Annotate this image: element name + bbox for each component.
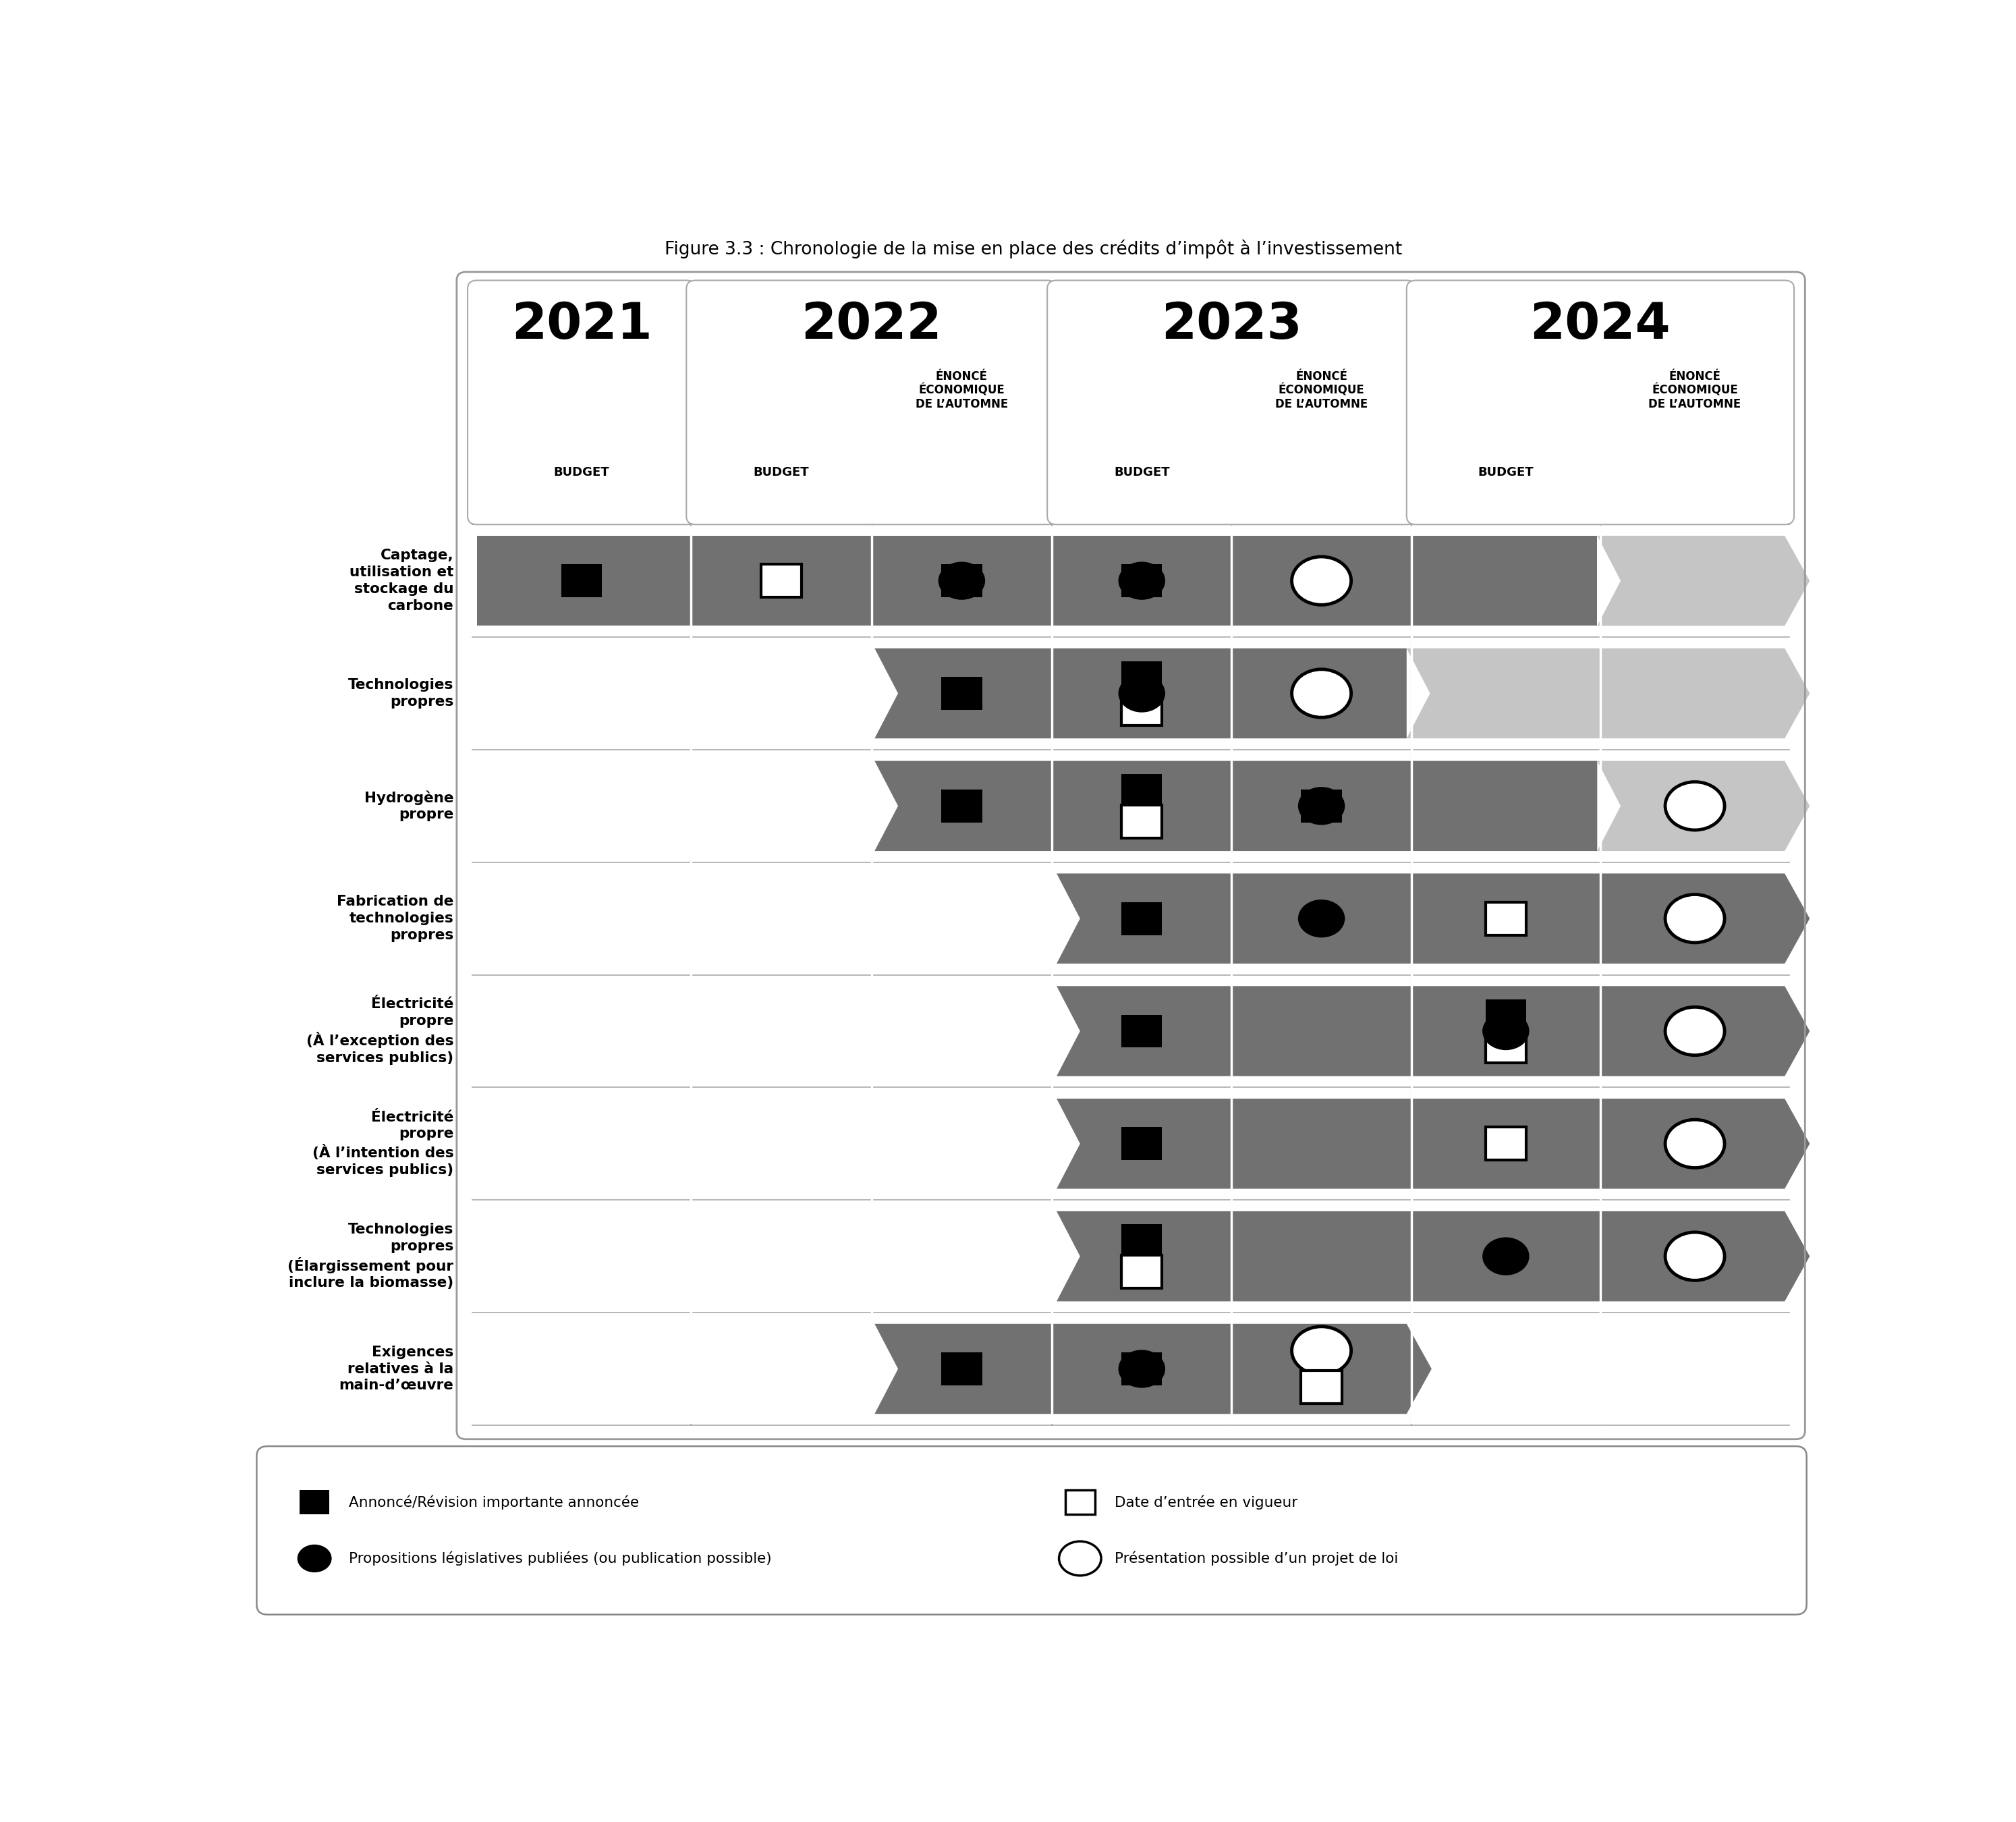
Ellipse shape	[1665, 1232, 1724, 1281]
Ellipse shape	[1298, 900, 1345, 938]
Ellipse shape	[1292, 558, 1351, 605]
Polygon shape	[478, 536, 1597, 625]
FancyBboxPatch shape	[1046, 281, 1415, 525]
Ellipse shape	[1665, 1119, 1724, 1168]
Ellipse shape	[1665, 1008, 1724, 1055]
Ellipse shape	[1298, 787, 1345, 825]
Text: Présentation possible d’un projet de loi: Présentation possible d’un projet de loi	[1115, 1551, 1397, 1565]
Text: Électricité
propre
(À l’intention des
services publics): Électricité propre (À l’intention des se…	[312, 1111, 454, 1177]
Ellipse shape	[1119, 674, 1165, 712]
FancyBboxPatch shape	[468, 281, 696, 525]
Bar	[760, 565, 802, 598]
Polygon shape	[1056, 986, 1810, 1077]
Polygon shape	[1597, 536, 1810, 625]
Text: 2023: 2023	[1161, 301, 1302, 350]
Polygon shape	[1407, 649, 1810, 738]
Polygon shape	[1056, 873, 1810, 964]
Polygon shape	[1597, 762, 1810, 851]
Ellipse shape	[1058, 1541, 1101, 1576]
Bar	[300, 1490, 329, 1514]
Bar	[1300, 1370, 1343, 1403]
Ellipse shape	[296, 1545, 333, 1572]
Bar	[941, 565, 982, 598]
Ellipse shape	[1119, 561, 1165, 599]
Text: Date d’entrée en vigueur: Date d’entrée en vigueur	[1115, 1496, 1298, 1510]
Text: ÉNONCÉ
ÉCONOMIQUE
DE L’AUTOMNE: ÉNONCÉ ÉCONOMIQUE DE L’AUTOMNE	[915, 370, 1008, 410]
Text: BUDGET: BUDGET	[1115, 466, 1169, 477]
Bar	[1121, 1015, 1161, 1048]
FancyBboxPatch shape	[256, 1447, 1806, 1614]
Bar	[1064, 1490, 1095, 1514]
Bar	[560, 565, 603, 598]
Text: Hydrogène
propre: Hydrogène propre	[365, 791, 454, 822]
Ellipse shape	[1292, 1326, 1351, 1376]
Polygon shape	[875, 762, 1597, 851]
Text: Figure 3.3 : Chronologie de la mise en place des crédits d’impôt à l’investissem: Figure 3.3 : Chronologie de la mise en p…	[665, 241, 1401, 259]
Bar	[1121, 1352, 1161, 1385]
Text: Annoncé/Révision importante annoncée: Annoncé/Révision importante annoncée	[349, 1496, 639, 1510]
Text: 2022: 2022	[800, 301, 941, 350]
Ellipse shape	[937, 561, 986, 599]
Ellipse shape	[1119, 1350, 1165, 1388]
Ellipse shape	[1482, 1011, 1530, 1049]
Bar	[1121, 1224, 1161, 1257]
Text: BUDGET: BUDGET	[554, 466, 609, 477]
Bar	[1486, 902, 1526, 935]
Ellipse shape	[1482, 1237, 1530, 1275]
Bar	[1121, 1255, 1161, 1288]
Bar	[1486, 1029, 1526, 1062]
Text: Technologies
propres: Technologies propres	[349, 678, 454, 709]
Bar	[1300, 789, 1343, 822]
Bar	[1486, 1128, 1526, 1161]
Ellipse shape	[1665, 782, 1724, 831]
Bar	[1486, 998, 1526, 1033]
Text: 2021: 2021	[512, 301, 651, 350]
Bar	[941, 1352, 982, 1385]
Text: Fabrication de
technologies
propres: Fabrication de technologies propres	[337, 895, 454, 942]
Text: Captage,
utilisation et
stockage du
carbone: Captage, utilisation et stockage du carb…	[349, 548, 454, 612]
Bar	[1121, 661, 1161, 694]
Text: Technologies
propres
(Élargissement pour
inclure la biomasse): Technologies propres (Élargissement pour…	[288, 1223, 454, 1290]
FancyBboxPatch shape	[685, 281, 1056, 525]
Text: BUDGET: BUDGET	[754, 466, 808, 477]
FancyBboxPatch shape	[1407, 281, 1794, 525]
Polygon shape	[875, 1325, 1431, 1414]
Bar	[1121, 1128, 1161, 1161]
Bar	[941, 789, 982, 822]
Polygon shape	[1056, 1212, 1810, 1301]
Text: ÉNONCÉ
ÉCONOMIQUE
DE L’AUTOMNE: ÉNONCÉ ÉCONOMIQUE DE L’AUTOMNE	[1649, 370, 1742, 410]
Text: Propositions législatives publiées (ou publication possible): Propositions législatives publiées (ou p…	[349, 1551, 772, 1565]
Bar	[1121, 805, 1161, 838]
Bar	[1121, 565, 1161, 598]
Bar	[1121, 902, 1161, 935]
Bar	[941, 678, 982, 711]
Bar	[1121, 774, 1161, 807]
Text: Exigences
relatives à la
main-d’œuvre: Exigences relatives à la main-d’œuvre	[339, 1345, 454, 1392]
Ellipse shape	[1665, 895, 1724, 942]
Polygon shape	[1056, 1099, 1810, 1188]
Bar	[1121, 692, 1161, 725]
Text: BUDGET: BUDGET	[1478, 466, 1534, 477]
Text: ÉNONCÉ
ÉCONOMIQUE
DE L’AUTOMNE: ÉNONCÉ ÉCONOMIQUE DE L’AUTOMNE	[1276, 370, 1367, 410]
Text: Électricité
propre
(À l’exception des
services publics): Électricité propre (À l’exception des se…	[306, 997, 454, 1064]
Ellipse shape	[1292, 669, 1351, 718]
Polygon shape	[875, 649, 1407, 738]
Text: 2024: 2024	[1530, 301, 1671, 350]
